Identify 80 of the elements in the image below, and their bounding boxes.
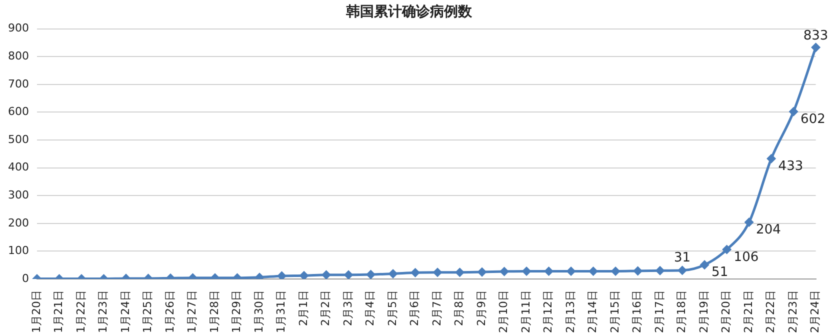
x-tick-label: 2月9日 <box>474 290 488 326</box>
x-tick-label: 1月27日 <box>186 290 199 334</box>
point <box>566 266 576 276</box>
x-tick-label: 2月15日 <box>608 290 622 334</box>
x-tick-label: 1月20日 <box>30 290 43 334</box>
x-tick-label: 1月24日 <box>118 290 132 334</box>
point <box>388 269 398 278</box>
x-tick-label: 2月1日 <box>296 290 310 326</box>
data-label: 51 <box>712 265 728 280</box>
x-tick-label: 2月22日 <box>764 290 778 334</box>
x-tick-label: 1月28日 <box>208 290 221 334</box>
y-tick-label: 600 <box>8 105 29 118</box>
x-tick-label: 2月24日 <box>808 290 822 334</box>
point <box>255 273 264 280</box>
x-tick-label: 1月22日 <box>74 290 88 334</box>
data-label: 204 <box>756 222 781 238</box>
x-tick-label: 1月23日 <box>96 290 110 334</box>
point <box>700 260 709 270</box>
y-tick-label: 500 <box>8 132 29 146</box>
point <box>789 107 798 116</box>
x-tick-label: 2月16日 <box>630 290 644 334</box>
point <box>433 268 442 277</box>
x-tick-label: 2月6日 <box>408 290 422 326</box>
x-tick-label: 2月10日 <box>497 290 510 334</box>
point <box>522 266 531 276</box>
y-tick-label: 900 <box>8 22 29 35</box>
point <box>656 266 664 275</box>
x-tick-label: 2月18日 <box>675 290 688 334</box>
point <box>278 272 286 280</box>
x-tick-label: 2月19日 <box>697 290 710 334</box>
point <box>322 270 331 280</box>
point <box>767 154 776 163</box>
y-tick-label: 800 <box>8 49 29 62</box>
point <box>544 266 554 276</box>
x-tick-label: 2月11日 <box>519 290 532 334</box>
x-tick-label: 2月5日 <box>386 290 399 326</box>
point <box>456 268 464 277</box>
data-label: 106 <box>734 250 759 265</box>
data-label: 833 <box>803 28 828 44</box>
x-tick-label: 2月23日 <box>786 290 800 334</box>
y-tick-label: 700 <box>8 77 29 90</box>
point <box>589 266 598 276</box>
x-tick-label: 1月29日 <box>230 290 244 334</box>
point <box>344 270 353 280</box>
x-tick-label: 2月13日 <box>564 290 577 334</box>
x-tick-label: 2月3日 <box>341 290 354 326</box>
x-tick-label: 2月7日 <box>430 290 444 326</box>
y-tick-label: 100 <box>8 244 29 258</box>
point <box>678 266 687 275</box>
point <box>722 245 732 254</box>
data-label: 433 <box>778 159 804 174</box>
y-tick-label: 400 <box>8 160 29 174</box>
chart-title: 韩国累计确诊病例数 <box>345 3 473 20</box>
y-tick-label: 0 <box>22 272 29 285</box>
x-tick-label: 1月25日 <box>141 290 154 334</box>
point <box>611 266 620 276</box>
point <box>478 268 486 276</box>
x-tick-label: 2月20日 <box>720 290 733 334</box>
x-tick-label: 1月30日 <box>252 290 266 334</box>
point <box>634 266 642 276</box>
x-tick-label: 1月26日 <box>163 290 176 334</box>
x-tick-label: 2月4日 <box>364 290 377 326</box>
x-tick-label: 2月17日 <box>652 290 666 334</box>
x-tick-label: 1月31日 <box>274 290 288 334</box>
x-tick-label: 1月21日 <box>52 290 66 334</box>
data-label: 602 <box>800 112 826 128</box>
point <box>366 270 376 279</box>
y-tick-label: 200 <box>8 216 29 230</box>
x-tick-label: 2月12日 <box>542 290 555 334</box>
x-tick-label: 2月21日 <box>742 290 755 334</box>
x-tick-label: 2月14日 <box>586 290 600 334</box>
point <box>744 218 754 227</box>
point <box>500 267 509 276</box>
point <box>812 43 820 52</box>
x-tick-label: 2月8日 <box>452 290 466 326</box>
data-label: 31 <box>674 250 691 266</box>
y-tick-label: 300 <box>8 188 29 202</box>
x-tick-label: 2月2日 <box>319 290 332 326</box>
point <box>300 271 308 280</box>
point <box>411 268 420 277</box>
